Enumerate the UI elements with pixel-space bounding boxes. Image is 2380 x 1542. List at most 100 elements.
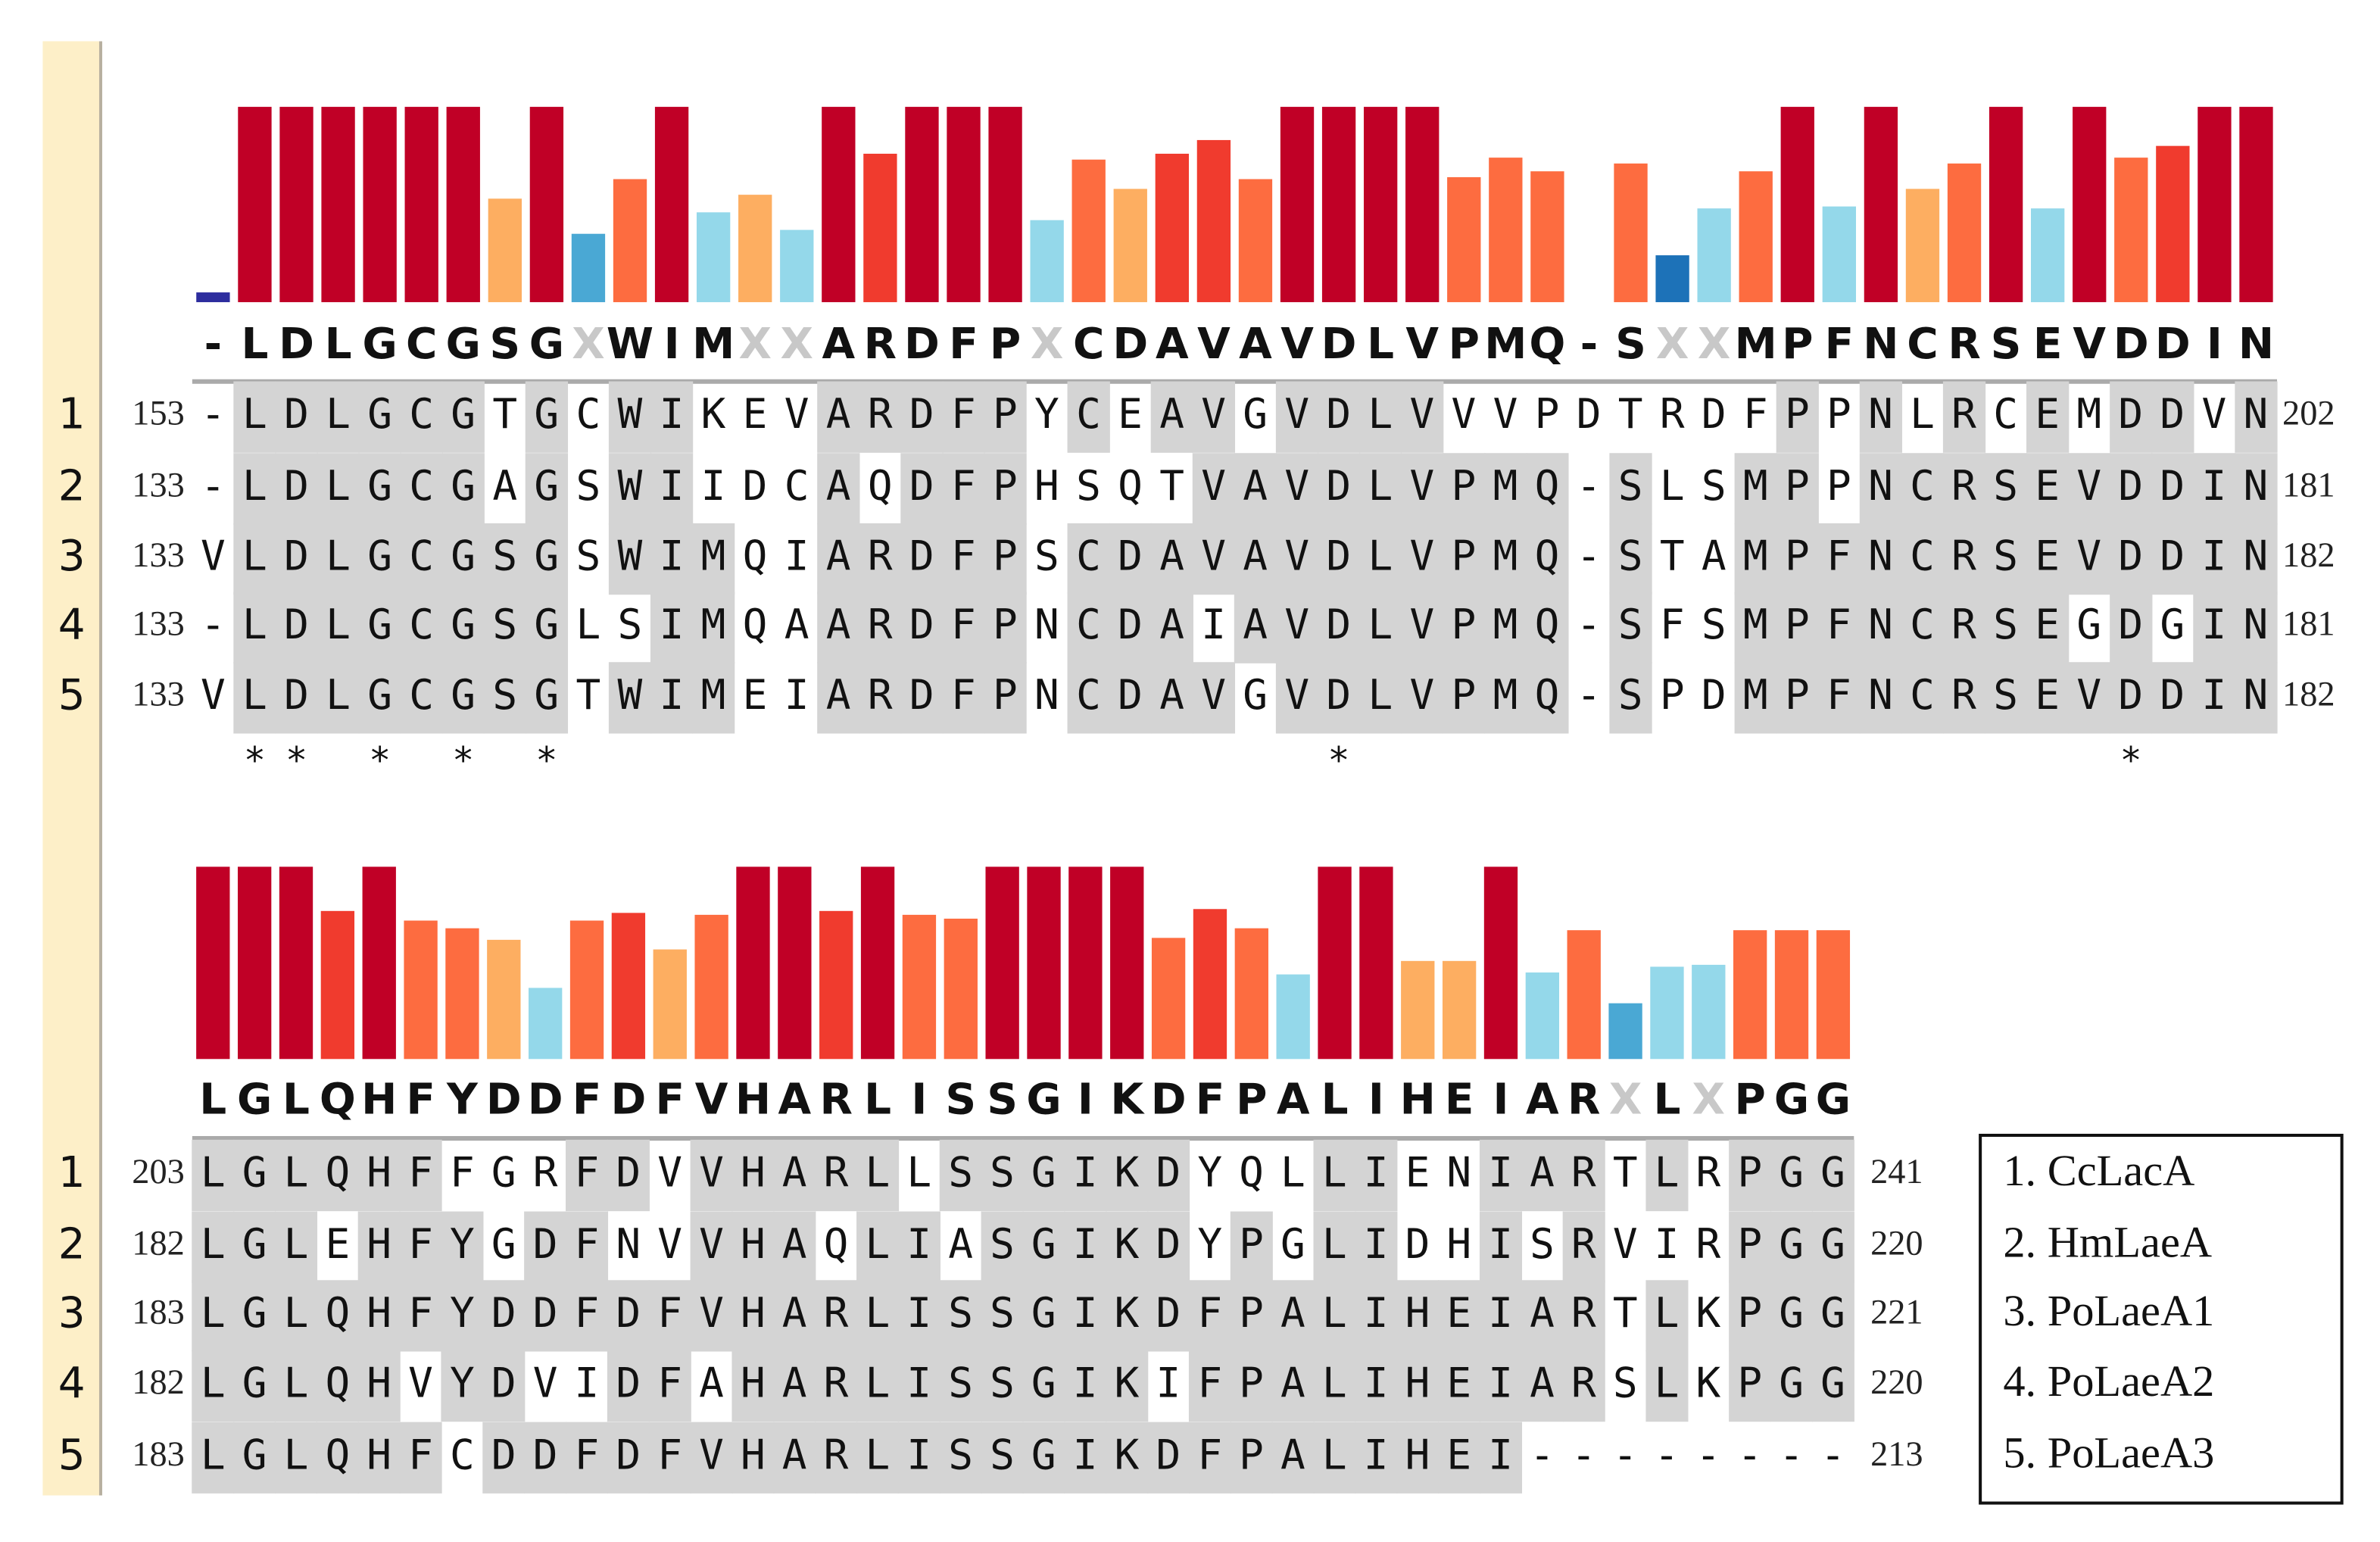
identity-shade [939,1350,982,1422]
identity-shade [1562,1350,1605,1422]
consensus-residue: R [864,320,897,369]
consensus-residue: L [282,1075,310,1124]
identity-shade [607,1280,650,1352]
consensus-residue: C [1073,320,1104,369]
conservation-bar [822,107,856,302]
conservation-bar [1321,107,1356,302]
identity-shade [859,662,902,734]
identity-shade [1271,1280,1315,1352]
identity-shade [1729,1350,1772,1422]
identity-shade [1355,1280,1398,1352]
identity-shade [483,662,526,734]
identity-shade [566,1422,609,1494]
conservation-bar [529,107,564,302]
identity-shade [773,1139,816,1212]
row-number: 5 [58,670,86,719]
conservation-bar [1739,171,1773,302]
conservation-bar [654,107,689,302]
consensus-residue: L [1367,320,1394,369]
conservation-stars: ** * * * * * [202,739,2287,782]
conservation-bar [1068,866,1103,1060]
identity-shade [815,1422,858,1494]
legend-box [1979,1134,2344,1505]
conservation-bar [1697,208,1731,302]
identity-shade [1234,523,1277,595]
identity-shade [2068,662,2111,734]
identity-shade [1443,453,1486,525]
consensus-residue: X [572,320,605,369]
consensus-residue: D [528,1075,563,1124]
identity-shade [441,662,485,734]
consensus-residue: R [1948,320,1980,369]
conservation-bar [780,229,814,302]
start-position: 133 [132,605,185,644]
identity-shade [233,1139,276,1212]
conservation-bar [1525,972,1560,1060]
identity-shade [1817,523,1861,595]
identity-shade [317,662,360,734]
consensus-residue: D [2155,320,2191,369]
conservation-bar [1489,158,1523,302]
identity-shade [608,381,652,453]
conservation-bar [1442,960,1477,1060]
consensus-residue: D [1112,320,1148,369]
sequence: LGLQHFFGRFDVVHARLLSSGIKDYQLLIENIARTLRPGG [201,1149,1862,1197]
identity-shade [1064,1422,1107,1494]
identity-shade [1645,1350,1689,1422]
consensus-residue: A [822,320,856,369]
conservation-bar [1530,171,1564,302]
conservation-bar [1733,930,1767,1060]
identity-shade [2193,592,2236,663]
identity-shade [1106,1422,1149,1494]
conservation-bar [1238,179,1273,302]
consensus-residue: X [781,320,814,369]
identity-shade [441,592,485,663]
consensus-residue: I [911,1075,927,1124]
identity-shade [1729,1280,1772,1352]
consensus-residue: H [361,1075,397,1124]
identity-shade [650,592,694,663]
sequence: LGLQHFCDDFDFVHARLISSGIKDFPALIHEI-------- [201,1431,1862,1478]
identity-shade [815,1350,858,1422]
consensus-residue: G [446,320,481,369]
identity-shade [650,662,694,734]
row-number: 2 [58,1220,86,1269]
identity-shade [1064,1211,1107,1283]
identity-shade [900,523,944,595]
identity-shade [1438,1350,1481,1422]
identity-shade [525,592,569,663]
identity-shade [981,1211,1024,1283]
identity-shade [1479,1350,1523,1422]
identity-shade [984,523,1027,595]
conservation-bar [1650,966,1684,1060]
identity-shade [2151,662,2194,734]
start-position: 182 [132,1225,185,1263]
identity-shade [1770,1280,1814,1352]
end-position: 181 [2282,605,2335,644]
start-position: 183 [132,1293,185,1331]
legend-entry: 4. PoLaeA2 [2003,1356,2214,1406]
identity-shade [400,662,443,734]
identity-shade [399,1211,442,1283]
consensus-residue: Q [320,1075,356,1124]
consensus-residue: P [1449,320,1480,369]
identity-shade [400,523,443,595]
identity-shade [1729,1139,1772,1212]
conservation-bar [446,107,480,302]
identity-shade [856,1139,900,1212]
conservation-bar [1822,206,1857,302]
identity-shade [731,1139,775,1212]
identity-shade [1609,592,1652,663]
start-position: 203 [132,1153,185,1191]
consensus-residue: X [1656,320,1689,369]
conservation-bar [694,914,728,1060]
consensus-residue: X [1698,320,1731,369]
identity-shade [274,1422,318,1494]
consensus-residue: S [945,1075,976,1124]
identity-shade [1811,1280,1854,1352]
consensus-residue: Q [1529,320,1565,369]
consensus-residue: L [1321,1075,1349,1124]
identity-shade [650,453,694,525]
identity-shade [1479,1211,1523,1283]
consensus-residue: G [529,320,564,369]
